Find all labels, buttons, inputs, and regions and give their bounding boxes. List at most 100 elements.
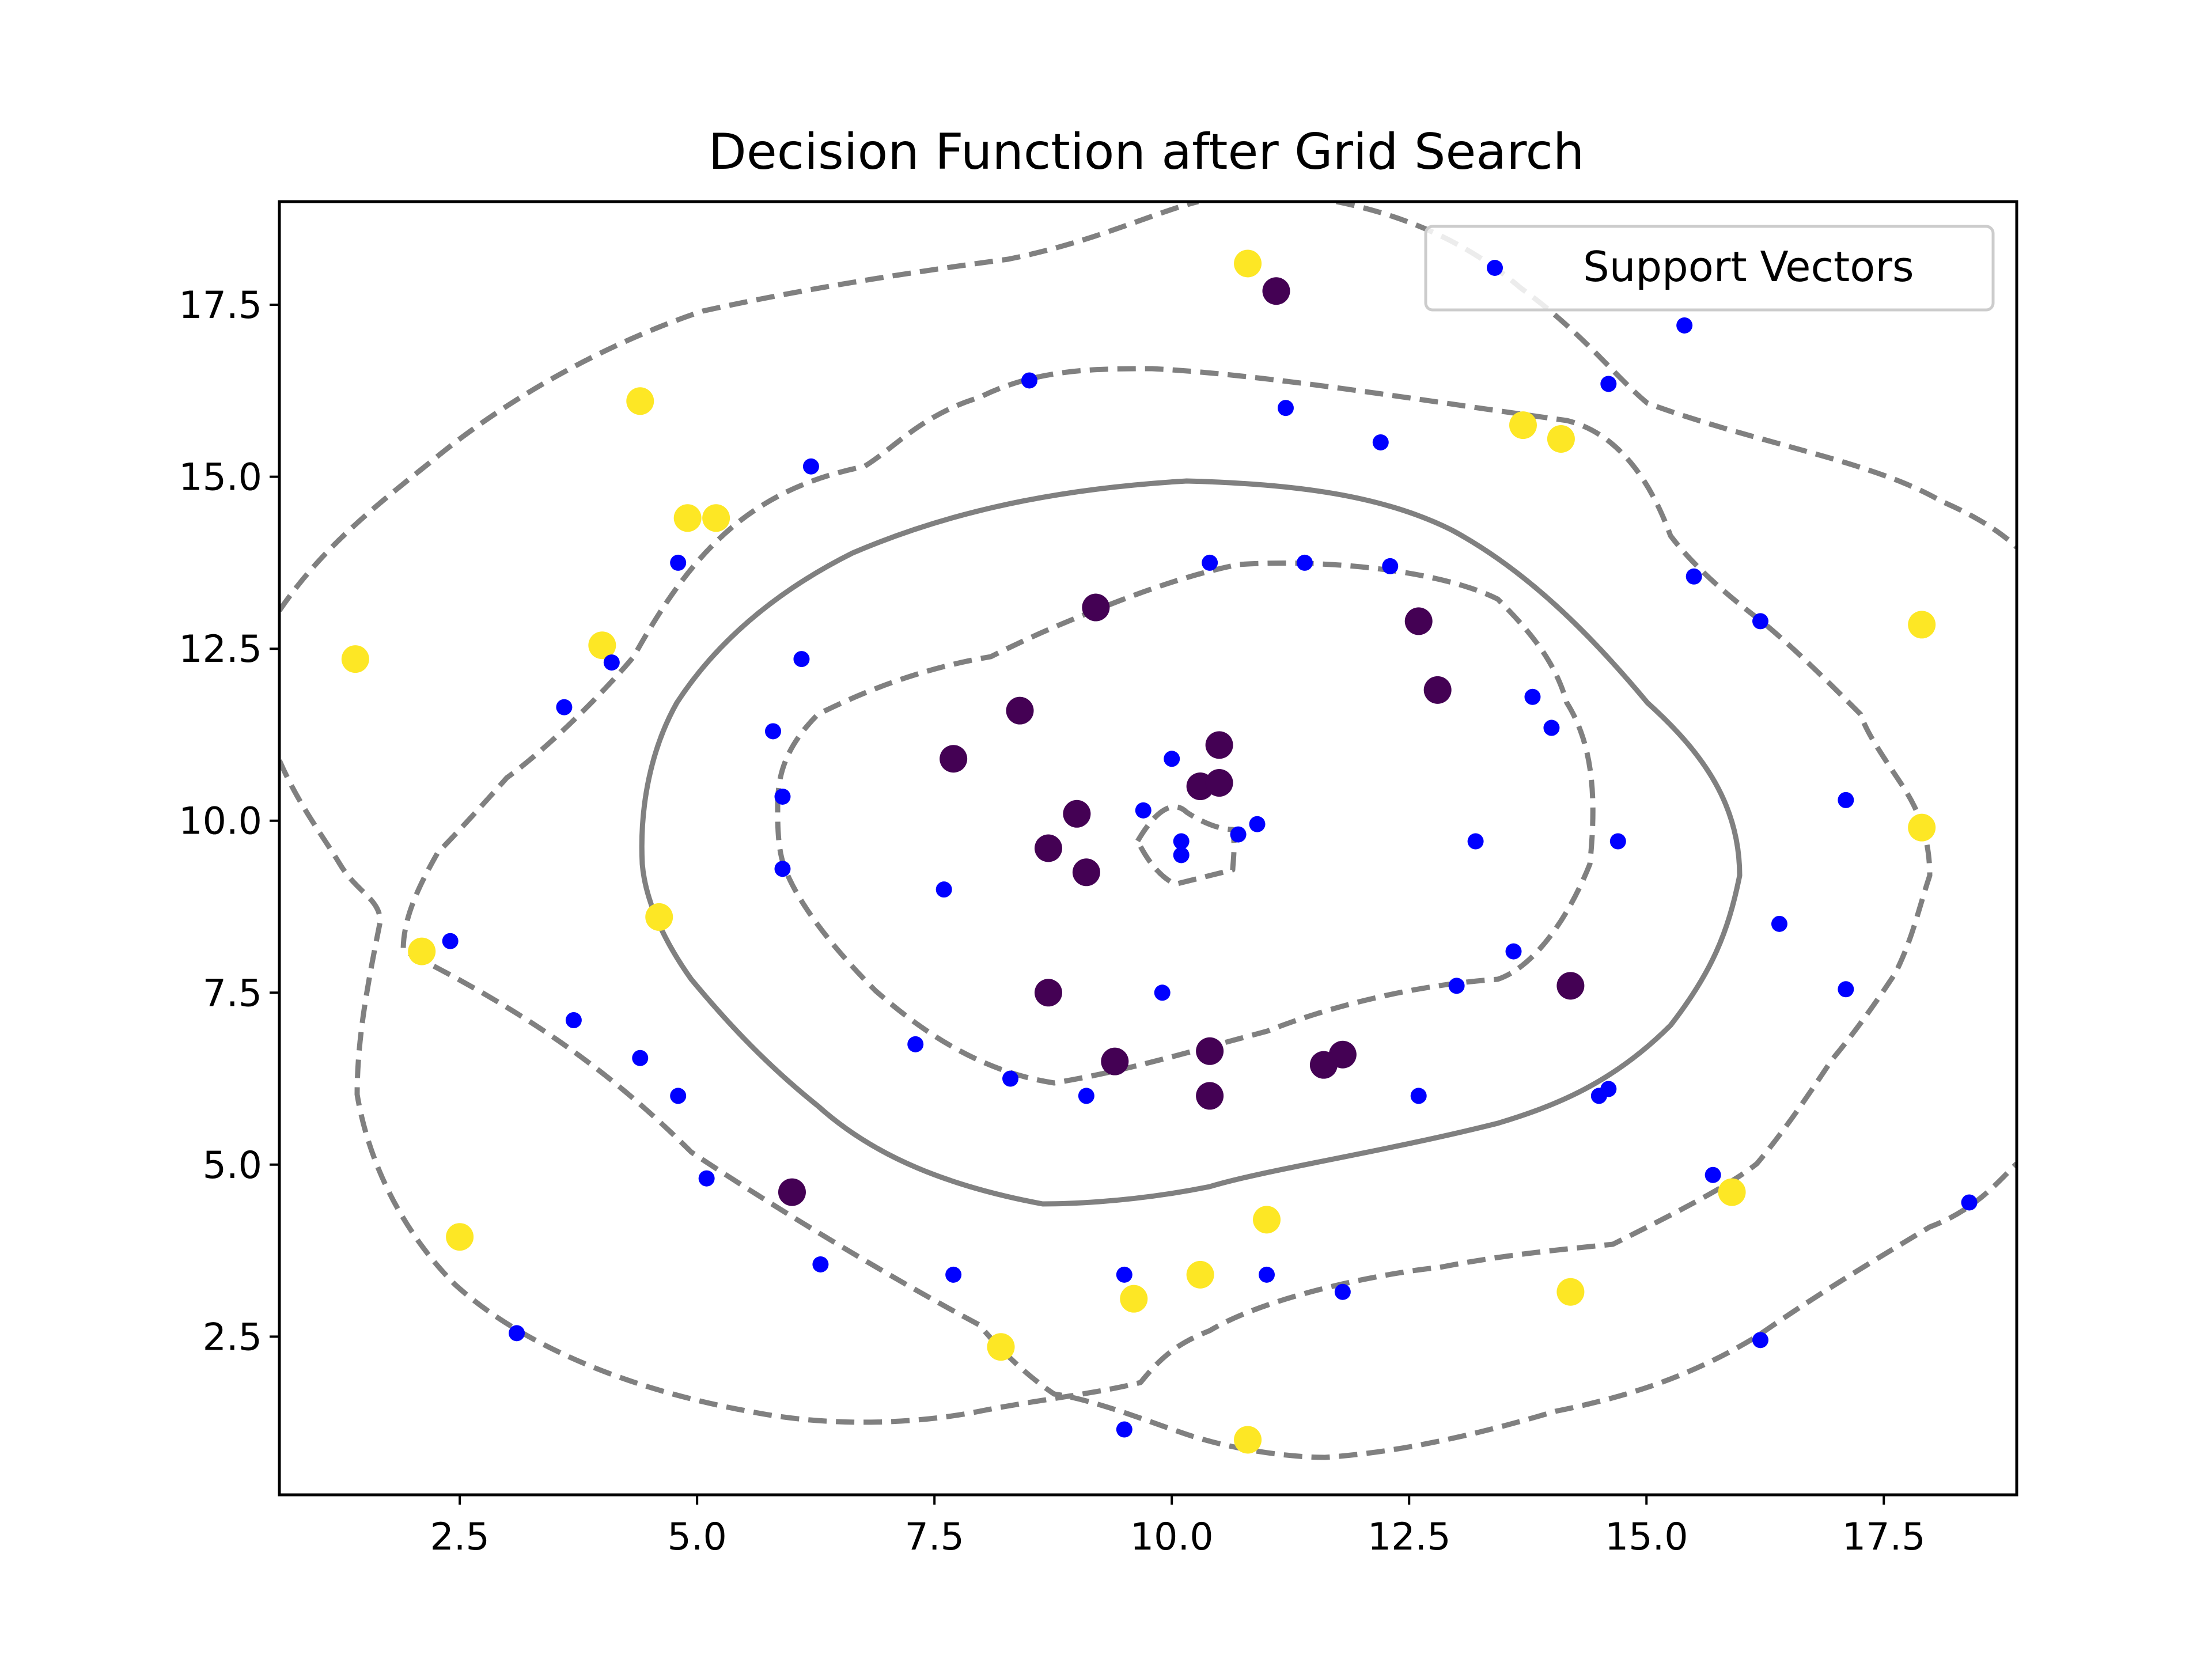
support-vector-point-30 [1771,915,1787,932]
x-axis: 2.5 5.0 7.5 10.0 12.5 15.0 17.5 [430,1495,1926,1559]
support-vector-point-52 [1334,1283,1351,1300]
support-vector-point-37 [907,1036,924,1052]
support-vector-point-8 [1296,554,1313,571]
support-vector-point-16 [1543,719,1560,736]
class-1-point-14 [1253,1206,1281,1234]
x-tick-label-5: 15.0 [1605,1516,1688,1559]
x-tick-label-3: 10.0 [1130,1516,1214,1559]
support-vector-point-1 [1021,372,1037,389]
class-1-point-11 [408,937,436,965]
class-0-point-13 [1556,972,1585,1000]
contour-outer-bottom-dashed [279,366,2017,1460]
support-vector-point-15 [556,699,573,715]
class-1-point-1 [626,387,654,415]
support-vector-point-10 [1685,568,1702,585]
support-vector-point-53 [509,1325,525,1342]
y-tick-label-4: 12.5 [179,628,262,671]
contour-center-dashed [1135,804,1237,887]
support-vector-point-33 [1838,981,1854,998]
class-0-point-16 [1309,1051,1338,1079]
class-0-point-2 [1404,607,1433,635]
class-0-point-11 [1072,858,1100,887]
class-0-point-19 [778,1178,806,1206]
support-vector-point-54 [1752,1332,1769,1349]
support-vector-point-3 [1277,400,1294,416]
legend-label-support-vectors: Support Vectors [1583,243,1914,291]
class-1-point-5 [702,504,730,532]
support-vector-point-38 [632,1050,649,1066]
support-vector-point-19 [774,788,791,805]
class-0-point-9 [1063,800,1091,828]
support-vector-point-6 [670,554,687,571]
support-vector-point-48 [812,1256,829,1272]
support-vector-point-23 [1173,833,1190,850]
support-vector-point-14 [1524,688,1541,705]
x-tick-label-4: 12.5 [1368,1516,1451,1559]
class-1-point-12 [446,1223,474,1251]
plot-area: 2.5 5.0 7.5 10.0 12.5 15.0 17.5 2.5 5.0 7.5 10.0 1… [179,200,2018,1559]
class-1-point-8 [1908,611,1936,639]
class-0-point-3 [1423,676,1452,704]
support-vector-point-44 [1600,1081,1617,1097]
class-1-point-9 [1908,813,1936,842]
support-vector-point-35 [1154,984,1171,1001]
support-vector-point-40 [1078,1088,1094,1104]
x-tick-label-6: 17.5 [1842,1516,1926,1559]
legend: Support Vectors [1424,225,1995,312]
class-0-point-8 [1205,769,1233,797]
y-tick-label-5: 15.0 [179,456,262,499]
support-vector-point-24 [1467,833,1484,850]
support-vector-point-39 [1002,1070,1019,1087]
support-vector-points [442,317,1978,1438]
class-0-point-6 [1205,731,1233,759]
support-vector-point-0 [1676,317,1693,334]
support-vector-point-17 [765,723,782,740]
x-tick-label-1: 5.0 [667,1516,726,1559]
contour-inner-dashed [775,560,1596,1086]
support-vector-point-13 [793,651,810,668]
contour-solid-zero [639,478,1743,1207]
support-vector-point-12 [603,654,620,671]
class-0-point-1 [1082,593,1110,622]
y-tick-label-1: 5.0 [203,1144,262,1187]
class-1-point-13 [1718,1178,1746,1206]
support-vector-point-22 [1230,826,1247,843]
support-vector-point-50 [1116,1266,1132,1283]
class-0-point-14 [1196,1037,1224,1065]
y-tick-label-6: 17.5 [179,284,262,327]
support-vector-point-26 [1173,847,1190,863]
support-vector-point-28 [935,881,952,898]
y-tick-label-2: 7.5 [203,972,262,1015]
support-vector-point-46 [1705,1166,1721,1183]
class-1-point-17 [1556,1278,1585,1306]
support-vector-point-27 [774,861,791,877]
class-1-point-19 [1234,1426,1262,1454]
class-points [341,249,1936,1454]
support-vector-point-47 [1961,1194,1978,1211]
support-vector-point-11 [1752,613,1769,630]
x-tick-label-0: 2.5 [430,1516,489,1559]
class-1-point-3 [1547,425,1575,453]
support-vector-point-36 [565,1012,582,1029]
class-1-point-18 [987,1333,1015,1361]
chart-title: Decision Function after Grid Search [709,123,1585,181]
support-vector-point-25 [1609,833,1626,850]
y-axis: 2.5 5.0 7.5 10.0 12.5 15.0 17.5 [179,284,279,1359]
support-vector-point-34 [1448,978,1465,994]
support-vector-point-7 [1202,554,1218,571]
class-1-point-10 [645,903,673,931]
legend-marker-support-vectors [1487,260,1503,276]
support-vector-point-45 [698,1170,715,1187]
class-1-point-4 [673,504,702,532]
class-0-point-18 [1196,1082,1224,1110]
support-vector-point-42 [1410,1088,1427,1104]
class-1-point-16 [1120,1285,1148,1313]
class-0-point-5 [940,745,968,773]
y-tick-label-0: 2.5 [203,1316,262,1359]
support-vector-point-31 [442,933,459,949]
legend-box [1424,225,1995,312]
class-0-point-4 [1006,696,1034,725]
y-tick-label-3: 10.0 [179,800,262,843]
support-vector-point-18 [1164,751,1180,767]
